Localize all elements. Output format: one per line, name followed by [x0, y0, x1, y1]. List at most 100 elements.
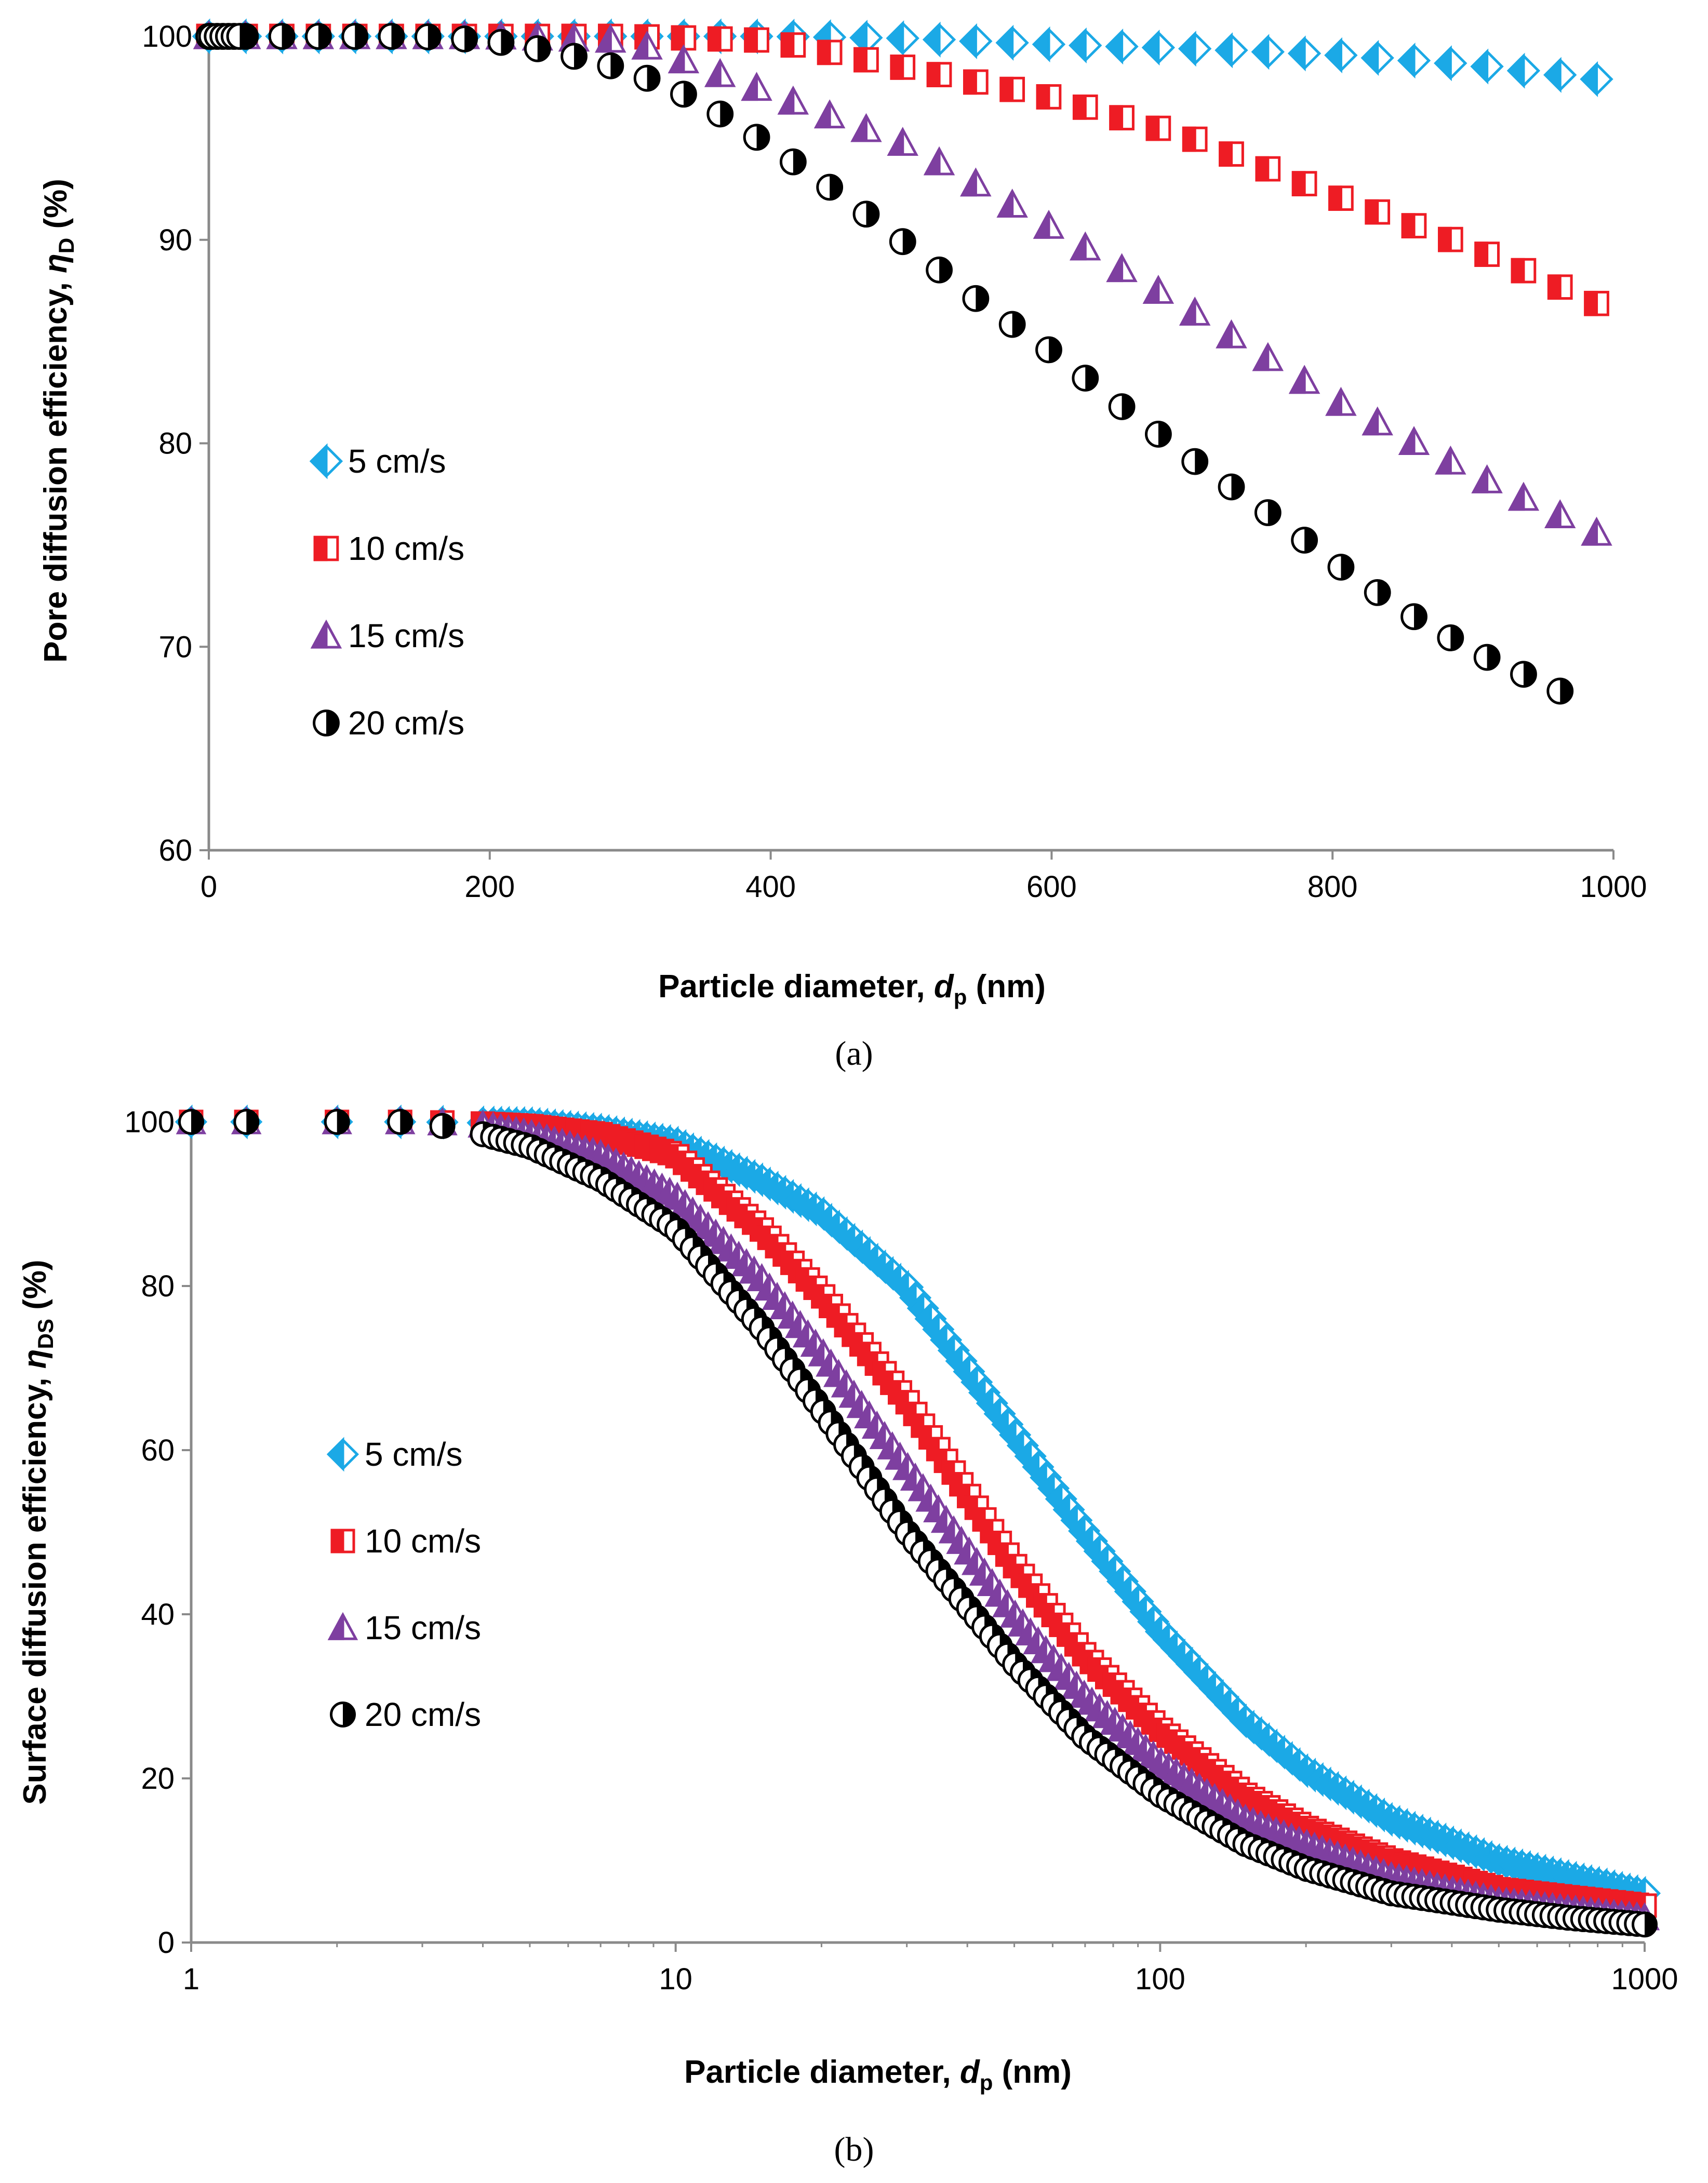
data-point: [524, 35, 551, 62]
series-10-cm-s: [179, 1109, 1657, 1918]
data-point: [1398, 426, 1430, 455]
data-point: [960, 167, 992, 197]
data-point: [963, 69, 989, 95]
data-point: [233, 1109, 260, 1135]
data-point: [1510, 661, 1537, 688]
data-point: [1070, 231, 1101, 261]
x-tick-label: 1000: [1611, 1962, 1678, 1996]
legend-item: 20 cm/s: [313, 704, 464, 742]
data-point: [1287, 35, 1322, 72]
series-10-cm-s: [196, 23, 1609, 316]
legend-item: 15 cm/s: [310, 617, 464, 654]
data-point: [1547, 274, 1573, 300]
data-point: [1072, 365, 1099, 392]
panel-a-caption: (a): [835, 1035, 873, 1073]
data-point: [926, 256, 953, 284]
data-point: [889, 228, 916, 256]
data-point: [668, 44, 700, 74]
data-point: [850, 113, 882, 142]
y-tick-label: 100: [124, 1105, 175, 1139]
legend-label: 15 cm/s: [348, 617, 464, 654]
data-point: [268, 23, 296, 50]
data-point: [414, 23, 442, 50]
series-20-cm-s: [178, 1109, 1658, 1938]
data-point: [1400, 603, 1427, 631]
legend-item: 10 cm/s: [313, 530, 464, 567]
legend-label: 10 cm/s: [365, 1522, 481, 1560]
data-point: [1145, 115, 1171, 141]
data-point: [1325, 386, 1357, 416]
data-point: [487, 29, 515, 56]
data-point: [1365, 199, 1391, 225]
series-20-cm-s: [195, 23, 1574, 705]
data-point: [1471, 464, 1503, 493]
legend-label: 15 cm/s: [365, 1609, 481, 1646]
data-point: [780, 32, 806, 58]
data-point: [324, 1109, 350, 1135]
data-point: [1142, 275, 1175, 304]
data-point: [743, 124, 770, 151]
x-tick-label: 1000: [1580, 870, 1647, 904]
data-point: [1291, 171, 1317, 196]
data-point: [1546, 677, 1574, 705]
data-point: [1033, 209, 1065, 239]
data-point: [959, 23, 993, 59]
data-point: [178, 1109, 204, 1135]
data-point: [1288, 365, 1320, 394]
y-tick-label: 100: [142, 20, 192, 53]
y-tick-label: 70: [158, 630, 192, 664]
y-tick-label: 40: [141, 1598, 175, 1631]
data-point: [1437, 226, 1463, 252]
data-point: [1072, 94, 1098, 120]
x-tick-label: 100: [1135, 1962, 1185, 1996]
y-tick-label: 0: [158, 1926, 175, 1960]
data-point: [1219, 141, 1244, 167]
data-point: [1543, 57, 1577, 93]
data-point: [1178, 31, 1212, 67]
data-point: [853, 47, 879, 73]
panel-a-x-axis-label: Particle diameter, dp (nm): [658, 969, 1046, 1009]
legend-item: 15 cm/s: [327, 1609, 481, 1646]
data-point: [595, 23, 626, 53]
data-point: [1032, 26, 1066, 63]
data-point: [1255, 156, 1281, 182]
legend-item: 5 cm/s: [326, 1436, 462, 1473]
data-point: [1105, 28, 1139, 65]
data-point: [1360, 39, 1394, 76]
legend-marker: [309, 443, 343, 479]
data-point: [1362, 406, 1393, 436]
data-point: [1182, 126, 1208, 152]
legend-label: 20 cm/s: [348, 704, 464, 742]
panel-a-legend: 5 cm/s 10 cm/s 15 cm/s 20 cm/s: [309, 443, 464, 742]
legend-label: 20 cm/s: [365, 1696, 481, 1733]
legend-marker: [310, 619, 342, 649]
data-point: [887, 127, 918, 156]
legend-marker: [313, 535, 339, 561]
data-point: [1473, 644, 1501, 671]
legend-item: 20 cm/s: [330, 1696, 481, 1733]
data-point: [852, 200, 880, 228]
data-point: [1511, 258, 1537, 284]
data-point: [706, 100, 734, 128]
legend-marker: [330, 1702, 356, 1727]
data-point: [1327, 554, 1355, 581]
data-point: [1507, 481, 1540, 511]
legend-marker: [327, 1612, 358, 1640]
x-tick-label: 10: [659, 1962, 692, 1996]
data-point: [1544, 499, 1576, 529]
data-point: [741, 72, 772, 101]
panel-b-chart: 0 20 40 60 80 100 1 10 100 1000 5 cm/s 10 cm/s 15 c…: [17, 1104, 1678, 2168]
data-point: [1141, 29, 1176, 66]
data-point: [378, 23, 405, 50]
data-point: [597, 52, 624, 79]
data-point: [996, 189, 1028, 218]
data-point: [1179, 296, 1211, 326]
legend-item: 5 cm/s: [309, 443, 446, 480]
y-tick-label: 90: [158, 223, 192, 257]
series-5-cm-s: [175, 1104, 1661, 1911]
data-point: [1437, 624, 1464, 651]
data-point: [1506, 52, 1541, 89]
legend-marker: [313, 709, 340, 736]
